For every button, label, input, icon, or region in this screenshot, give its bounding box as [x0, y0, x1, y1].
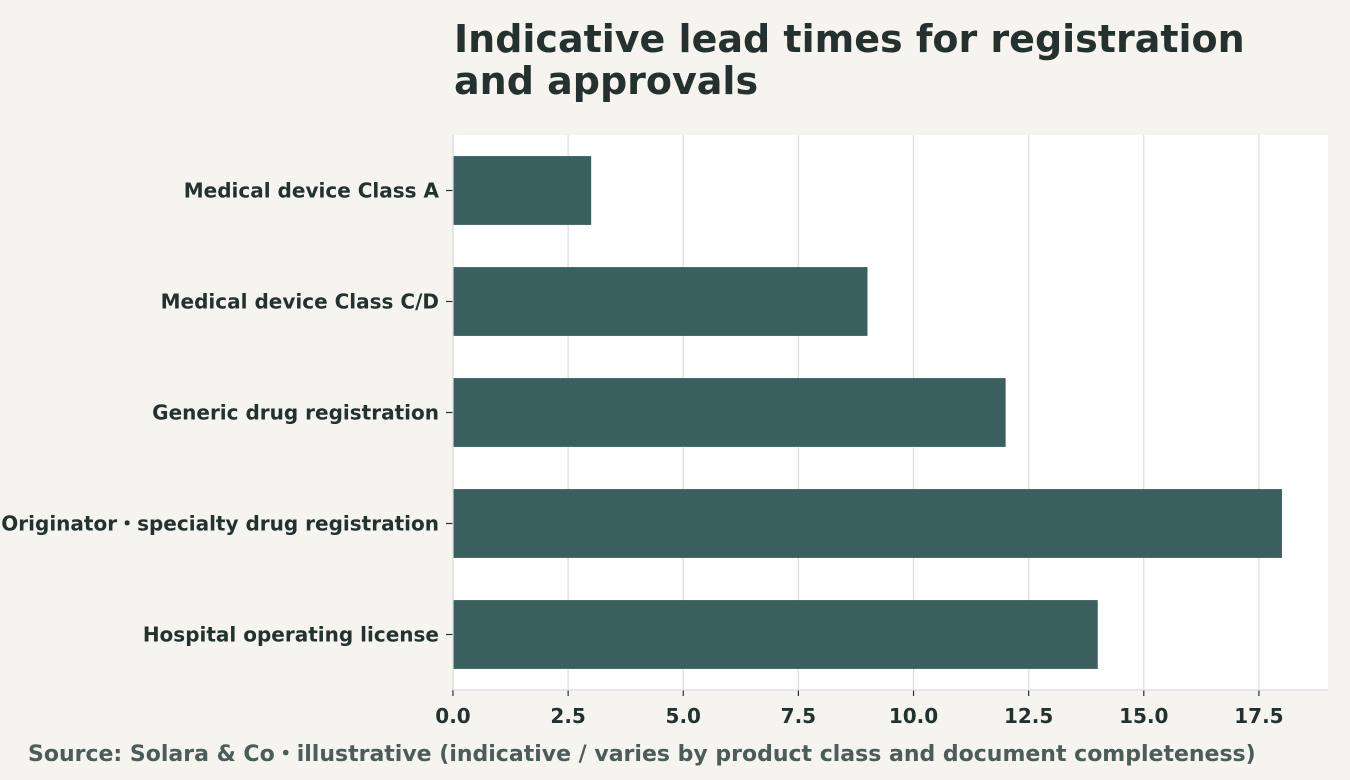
x-tick-label: 17.5	[1234, 704, 1283, 728]
x-tick-label: 2.5	[550, 704, 585, 728]
bar	[453, 600, 1098, 669]
chart-title: Indicative lead times for registration a…	[454, 17, 1245, 103]
bar	[453, 378, 1006, 447]
x-tick-label: 5.0	[666, 704, 701, 728]
x-tick-label: 10.0	[889, 704, 938, 728]
x-tick-label: 15.0	[1119, 704, 1168, 728]
bars	[453, 156, 1282, 669]
bar	[453, 489, 1282, 558]
category-label: Medical device Class A	[184, 179, 440, 203]
x-tick-label: 0.0	[435, 704, 470, 728]
source-note: Source: Solara & Co・illustrative (indica…	[28, 742, 1256, 767]
x-tick-label: 12.5	[1004, 704, 1053, 728]
category-label: Hospital operating license	[143, 623, 439, 647]
category-label: Medical device Class C/D	[161, 290, 439, 314]
x-axis: 0.0 2.5 5.0 7.5 10.0 12.5 15.0 17.5	[435, 689, 1328, 728]
category-label: Originator・specialty drug registration	[1, 512, 439, 536]
y-axis: Medical device Class A Medical device Cla…	[1, 135, 454, 690]
bar	[453, 156, 592, 225]
bar	[453, 267, 868, 336]
x-tick-label: 7.5	[781, 704, 816, 728]
category-label: Generic drug registration	[152, 401, 439, 425]
